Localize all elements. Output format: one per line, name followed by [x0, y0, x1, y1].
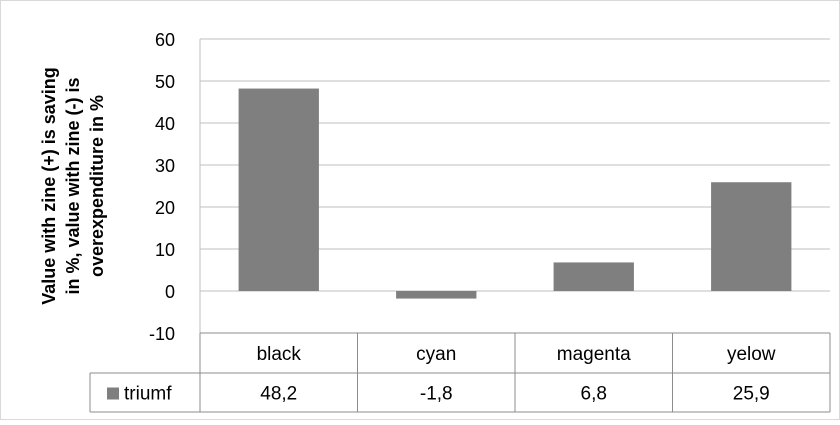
- y-tick-label: 30: [155, 156, 175, 176]
- y-axis-title-line: Value with zine (+) is saving: [39, 67, 59, 305]
- table-value: 48,2: [260, 384, 297, 405]
- y-tick-label: 10: [155, 240, 175, 260]
- y-axis-title-line: overexpenditure in %: [87, 95, 107, 277]
- table-value: 25,9: [733, 384, 770, 405]
- y-tick-label: 0: [165, 282, 175, 302]
- data-table: black cyan magenta yelow triumf 48,2 -1,8 6,8 25…: [89, 332, 831, 413]
- bar-yelow: [711, 182, 792, 291]
- category-label: black: [257, 344, 302, 365]
- series-label: triumf: [124, 384, 172, 405]
- bar-cyan: [396, 291, 477, 299]
- y-axis: -10 0 10 20 30 40 50 60: [149, 30, 201, 344]
- bars: [238, 88, 792, 299]
- category-label: magenta: [557, 344, 631, 365]
- y-tick-label: 40: [155, 114, 175, 134]
- y-tick-label: 20: [155, 198, 175, 218]
- table-value: -1,8: [420, 384, 453, 405]
- y-tick-label: -10: [149, 324, 175, 344]
- y-axis-title: Value with zine (+) is saving in %, value…: [39, 67, 107, 305]
- table-value: 6,8: [581, 384, 607, 405]
- category-label: cyan: [416, 344, 456, 365]
- bar-magenta: [553, 262, 634, 291]
- category-label: yelow: [727, 344, 776, 365]
- bar-black: [238, 88, 319, 291]
- legend-key-triumf: [107, 387, 119, 400]
- y-tick-label: 60: [155, 30, 175, 50]
- y-tick-label: 50: [155, 72, 175, 92]
- y-axis-title-line: in %, value with zine (-) is: [63, 77, 83, 294]
